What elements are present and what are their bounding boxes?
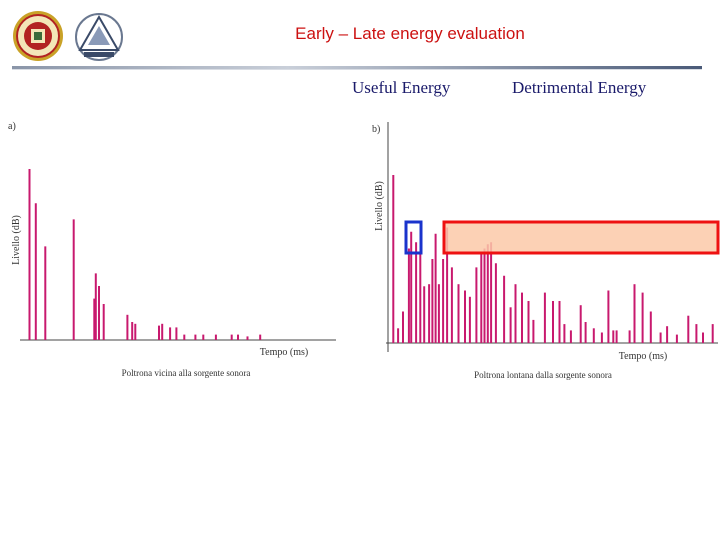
slide-title: Early – Late energy evaluation xyxy=(295,24,525,43)
useful-energy-label: Useful Energy xyxy=(352,78,451,97)
chart-a-caption: Poltrona vicina alla sorgente sonora xyxy=(122,368,251,378)
university-seal-logo xyxy=(12,10,64,62)
chart-a-panel-label: a) xyxy=(8,121,16,132)
chart-a-ylabel: Livello (dB) xyxy=(11,215,22,265)
chart-a: a) Livello (dB) Tempo (ms) Poltrona vici… xyxy=(8,121,336,378)
title-divider xyxy=(12,66,702,69)
chart-b-caption: Poltrona lontana dalla sorgente sonora xyxy=(474,370,612,380)
audio-academy-logo xyxy=(72,12,126,62)
direct-sound-highlight xyxy=(404,220,423,255)
title-divider-shadow xyxy=(12,69,702,70)
detrimental-energy-label: Detrimental Energy xyxy=(512,78,647,97)
chart-b: b) Livello (dB) Tempo (ms) Poltrona lont… xyxy=(372,122,720,380)
chart-b-xlabel: Tempo (ms) xyxy=(619,351,667,362)
chart-b-panel-label: b) xyxy=(372,124,380,135)
chart-a-xlabel: Tempo (ms) xyxy=(260,347,308,358)
detrimental-energy-highlight xyxy=(442,220,720,255)
chart-b-ylabel: Livello (dB) xyxy=(374,181,385,231)
